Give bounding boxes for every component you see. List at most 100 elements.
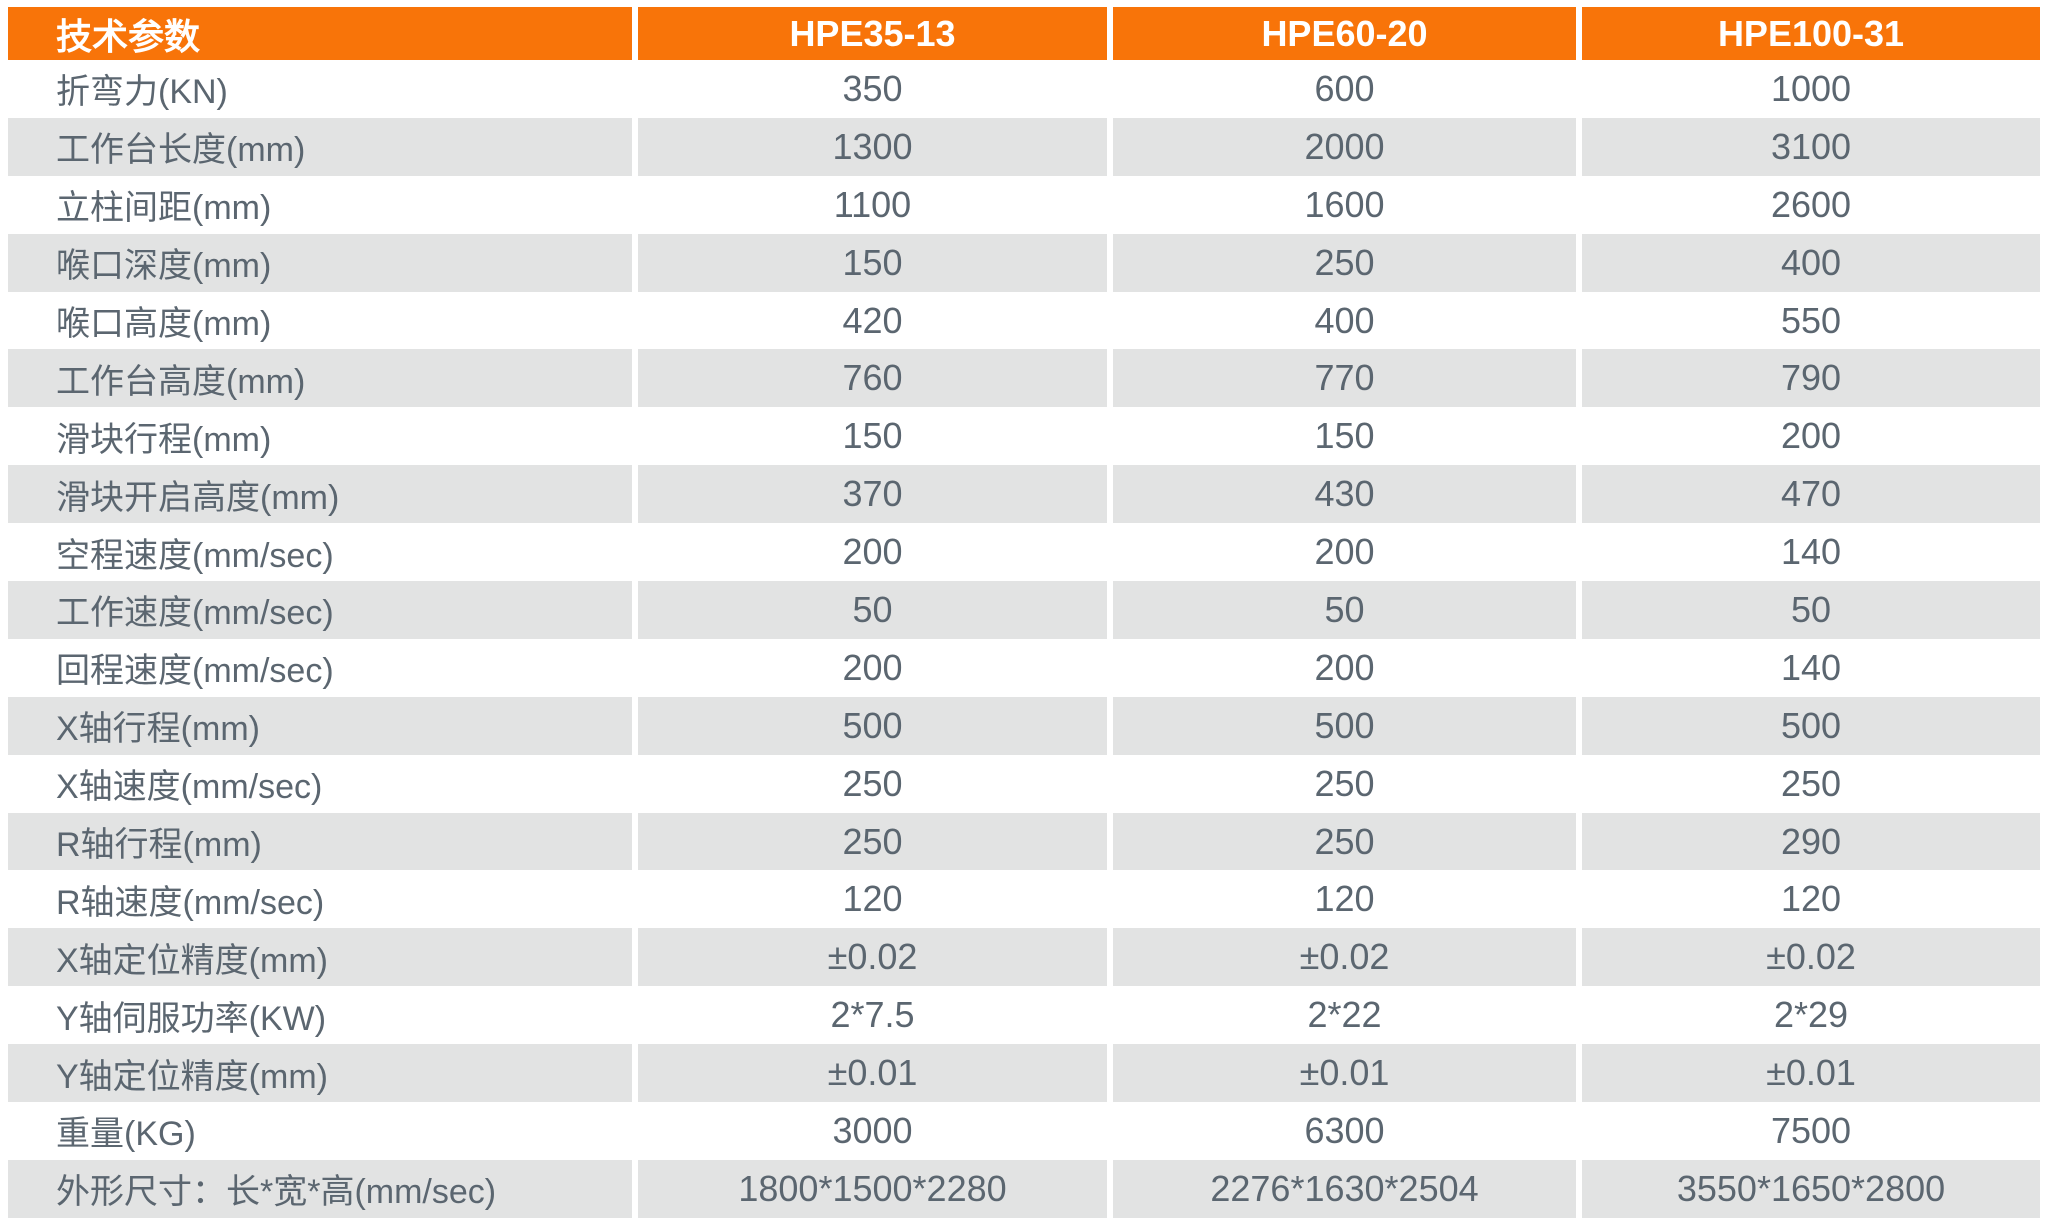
header-cell-model-hpe35-13: HPE35-13 <box>632 7 1107 60</box>
row-value: 500 <box>1107 696 1576 755</box>
row-value: 1100 <box>632 175 1107 234</box>
spec-table: 技术参数 HPE35-13 HPE60-20 HPE100-31 折弯力(KN)… <box>8 7 2040 1218</box>
row-value: 1600 <box>1107 175 1576 234</box>
row-value: 140 <box>1576 638 2040 697</box>
row-value: 350 <box>632 60 1107 118</box>
row-value: 600 <box>1107 60 1576 118</box>
row-value: 140 <box>1576 523 2040 582</box>
row-label: Y轴定位精度(mm) <box>8 1044 632 1103</box>
row-value: 6300 <box>1107 1102 1576 1160</box>
row-value: 790 <box>1576 349 2040 408</box>
row-label: 工作台高度(mm) <box>8 349 632 408</box>
row-value: 250 <box>1107 754 1576 813</box>
row-label: 工作台长度(mm) <box>8 117 632 176</box>
row-value: 1300 <box>632 117 1107 176</box>
row-label: X轴速度(mm/sec) <box>8 754 632 813</box>
table-row: Y轴伺服功率(KW) 2*7.5 2*22 2*29 <box>8 986 2040 1045</box>
row-label: X轴定位精度(mm) <box>8 928 632 987</box>
row-value: 470 <box>1576 465 2040 524</box>
row-value: 370 <box>632 465 1107 524</box>
table-row: 重量(KG) 3000 6300 7500 <box>8 1102 2040 1160</box>
row-value: 50 <box>1576 581 2040 639</box>
table-row: 折弯力(KN) 350 600 1000 <box>8 60 2040 118</box>
table-row: R轴行程(mm) 250 250 290 <box>8 812 2040 871</box>
row-value: 1000 <box>1576 60 2040 118</box>
row-label: 回程速度(mm/sec) <box>8 638 632 697</box>
row-value: 250 <box>1576 754 2040 813</box>
table-row: 空程速度(mm/sec) 200 200 140 <box>8 523 2040 582</box>
row-value: ±0.01 <box>1107 1044 1576 1103</box>
row-value: 3100 <box>1576 117 2040 176</box>
table-row: 回程速度(mm/sec) 200 200 140 <box>8 638 2040 697</box>
table-row: 工作速度(mm/sec) 50 50 50 <box>8 581 2040 639</box>
row-label: R轴速度(mm/sec) <box>8 870 632 929</box>
row-value: 200 <box>632 638 1107 697</box>
row-label: 外形尺寸：长*宽*高(mm/sec) <box>8 1159 632 1218</box>
row-value: ±0.02 <box>1107 928 1576 987</box>
row-value: 2*22 <box>1107 986 1576 1045</box>
row-value: 420 <box>632 291 1107 350</box>
row-value: 2600 <box>1576 175 2040 234</box>
table-row: X轴速度(mm/sec) 250 250 250 <box>8 754 2040 813</box>
table-row: X轴行程(mm) 500 500 500 <box>8 696 2040 755</box>
row-value: 430 <box>1107 465 1576 524</box>
row-value: 150 <box>632 233 1107 292</box>
row-value: 120 <box>1107 870 1576 929</box>
row-label: Y轴伺服功率(KW) <box>8 986 632 1045</box>
table-row: 喉口深度(mm) 150 250 400 <box>8 233 2040 292</box>
row-value: 760 <box>632 349 1107 408</box>
header-cell-model-hpe60-20: HPE60-20 <box>1107 7 1576 60</box>
table-row: 滑块行程(mm) 150 150 200 <box>8 407 2040 466</box>
row-label: 空程速度(mm/sec) <box>8 523 632 582</box>
row-value: 250 <box>1107 233 1576 292</box>
row-value: ±0.02 <box>1576 928 2040 987</box>
header-cell-model-hpe100-31: HPE100-31 <box>1576 7 2040 60</box>
row-label: X轴行程(mm) <box>8 696 632 755</box>
row-value: 3000 <box>632 1102 1107 1160</box>
table-row: 工作台长度(mm) 1300 2000 3100 <box>8 117 2040 176</box>
row-value: 250 <box>1107 812 1576 871</box>
table-row: 滑块开启高度(mm) 370 430 470 <box>8 465 2040 524</box>
row-label: 立柱间距(mm) <box>8 175 632 234</box>
table-row: Y轴定位精度(mm) ±0.01 ±0.01 ±0.01 <box>8 1044 2040 1103</box>
table-row: 外形尺寸：长*宽*高(mm/sec) 1800*1500*2280 2276*163… <box>8 1159 2040 1218</box>
row-value: 150 <box>1107 407 1576 466</box>
row-value: 2276*1630*2504 <box>1107 1159 1576 1218</box>
row-value: 250 <box>632 754 1107 813</box>
row-value: 2*7.5 <box>632 986 1107 1045</box>
row-label: 折弯力(KN) <box>8 60 632 118</box>
row-label: R轴行程(mm) <box>8 812 632 871</box>
row-value: 550 <box>1576 291 2040 350</box>
row-value: 400 <box>1107 291 1576 350</box>
row-value: 500 <box>632 696 1107 755</box>
row-value: 7500 <box>1576 1102 2040 1160</box>
table-row: 立柱间距(mm) 1100 1600 2600 <box>8 175 2040 234</box>
row-value: 770 <box>1107 349 1576 408</box>
row-value: 50 <box>1107 581 1576 639</box>
row-label: 喉口高度(mm) <box>8 291 632 350</box>
row-value: 500 <box>1576 696 2040 755</box>
row-value: ±0.02 <box>632 928 1107 987</box>
row-value: 290 <box>1576 812 2040 871</box>
table-row: X轴定位精度(mm) ±0.02 ±0.02 ±0.02 <box>8 928 2040 987</box>
row-value: 3550*1650*2800 <box>1576 1159 2040 1218</box>
row-value: ±0.01 <box>632 1044 1107 1103</box>
row-value: ±0.01 <box>1576 1044 2040 1103</box>
row-value: 200 <box>1107 638 1576 697</box>
row-value: 200 <box>1107 523 1576 582</box>
row-value: 2*29 <box>1576 986 2040 1045</box>
row-value: 2000 <box>1107 117 1576 176</box>
table-row: R轴速度(mm/sec) 120 120 120 <box>8 870 2040 929</box>
row-value: 200 <box>632 523 1107 582</box>
row-value: 120 <box>1576 870 2040 929</box>
row-value: 50 <box>632 581 1107 639</box>
row-value: 200 <box>1576 407 2040 466</box>
row-value: 120 <box>632 870 1107 929</box>
table-row: 工作台高度(mm) 760 770 790 <box>8 349 2040 408</box>
table-body: 折弯力(KN) 350 600 1000 工作台长度(mm) 1300 2000 3100 立柱… <box>8 60 2040 1218</box>
row-value: 400 <box>1576 233 2040 292</box>
table-header-row: 技术参数 HPE35-13 HPE60-20 HPE100-31 <box>8 7 2040 60</box>
row-value: 1800*1500*2280 <box>632 1159 1107 1218</box>
row-value: 150 <box>632 407 1107 466</box>
row-label: 滑块行程(mm) <box>8 407 632 466</box>
